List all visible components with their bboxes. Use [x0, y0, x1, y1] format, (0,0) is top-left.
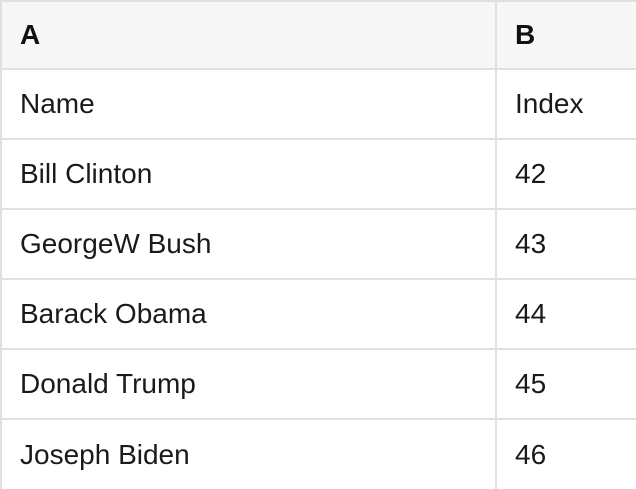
- cell-index[interactable]: 44: [515, 298, 547, 329]
- column-header-row: A B: [2, 2, 636, 70]
- cell-index[interactable]: 42: [515, 158, 547, 189]
- table-row: GeorgeW Bush 43: [2, 210, 636, 280]
- cell-name[interactable]: Name: [2, 70, 497, 138]
- cell-index[interactable]: 45: [515, 368, 547, 399]
- column-header-b[interactable]: B: [515, 19, 536, 50]
- cell-index[interactable]: 46: [515, 439, 547, 470]
- cell-name[interactable]: Joseph Biden: [2, 420, 497, 489]
- table-row: Name Index: [2, 70, 636, 140]
- cell-name[interactable]: GeorgeW Bush: [2, 210, 497, 278]
- cell-index[interactable]: Index: [515, 88, 584, 119]
- cell-name[interactable]: Donald Trump: [2, 350, 497, 418]
- cell-name[interactable]: Barack Obama: [2, 280, 497, 348]
- table-row: Bill Clinton 42: [2, 140, 636, 210]
- table-row: Donald Trump 45: [2, 350, 636, 420]
- cell-index[interactable]: 43: [515, 228, 547, 259]
- table-row: Joseph Biden 46: [2, 420, 636, 489]
- cell-name[interactable]: Bill Clinton: [2, 140, 497, 208]
- column-header-a[interactable]: A: [2, 2, 497, 68]
- table-row: Barack Obama 44: [2, 280, 636, 350]
